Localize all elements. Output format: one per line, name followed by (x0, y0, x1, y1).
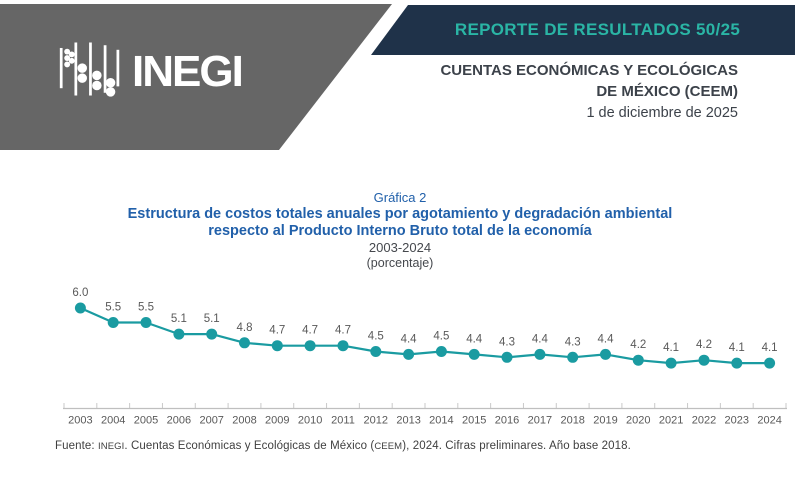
chart-title-line2: respecto al Producto Interno Bruto total… (208, 223, 592, 239)
chart-period: 2003-2024 (368, 240, 432, 255)
data-label-2011: 4.7 (335, 325, 351, 337)
data-point-2012 (370, 346, 382, 357)
data-label-2024: 4.1 (762, 342, 778, 354)
year-label-2018: 2018 (560, 415, 584, 427)
data-label-2022: 4.2 (696, 339, 712, 351)
year-label-2008: 2008 (232, 415, 256, 427)
inegi-gray-banner: INEGI (0, 4, 392, 150)
year-label-2024: 2024 (757, 415, 781, 427)
series-line (79, 306, 770, 365)
header-right-block: CUENTAS ECONÓMICAS Y ECOLÓGICAS DE MÉXIC… (440, 60, 738, 124)
chart-title-block: Gráfica 2 Estructura de costos totales a… (0, 190, 800, 271)
year-label-2014: 2014 (429, 415, 453, 427)
inegi-logo: INEGI (58, 40, 244, 103)
org-title-line1: CUENTAS ECONÓMICAS Y ECOLÓGICAS (440, 62, 738, 79)
data-label-2013: 4.4 (401, 333, 418, 345)
chart-unit: (porcentaje) (366, 256, 434, 270)
year-label-2017: 2017 (528, 415, 552, 427)
source-note: Fuente: INEGI. Cuentas Económicas y Ecol… (55, 440, 631, 452)
data-label-2015: 4.4 (466, 333, 483, 345)
year-label-2022: 2022 (692, 415, 716, 427)
data-label-2004: 5.5 (105, 302, 121, 314)
data-point-2018 (567, 351, 579, 363)
data-point-2010 (304, 340, 316, 352)
year-label-2011: 2011 (331, 415, 355, 427)
data-label-2008: 4.8 (237, 322, 253, 334)
data-label-2005: 5.5 (138, 302, 154, 314)
data-label-2021: 4.1 (663, 342, 679, 354)
year-label-2015: 2015 (462, 415, 486, 427)
year-label-2023: 2023 (725, 415, 749, 427)
data-label-2016: 4.3 (499, 336, 515, 348)
data-point-2013 (403, 348, 415, 360)
source-prefix: Fuente: (55, 440, 98, 452)
year-label-2004: 2004 (101, 415, 125, 427)
data-point-2004 (107, 317, 119, 328)
data-label-2018: 4.3 (565, 336, 581, 348)
data-point-2022 (698, 354, 710, 366)
data-label-2017: 4.4 (532, 333, 549, 345)
chart-area: 6.0 2003 5.5 2004 5.5 2005 5.1 2006 5.1 2007 4.8 20… (0, 282, 800, 437)
data-point-2016 (501, 351, 513, 363)
data-point-2003 (74, 302, 86, 314)
report-date: 1 de diciembre de 2025 (586, 105, 738, 121)
data-point-2015 (468, 348, 480, 360)
year-label-2013: 2013 (396, 415, 420, 427)
year-label-2009: 2009 (265, 415, 289, 427)
chart-number-label: Gráfica 2 (373, 190, 427, 205)
data-point-2008 (239, 337, 250, 349)
data-point-2023 (731, 357, 743, 369)
data-label-2019: 4.4 (598, 333, 615, 345)
data-point-2006 (173, 328, 185, 340)
data-point-2007 (206, 328, 218, 340)
org-title-line2: DE MÉXICO (CEEM) (596, 83, 738, 100)
data-label-2007: 5.1 (204, 313, 220, 325)
report-banner-title: REPORTE DE RESULTADOS 50/25 (454, 20, 741, 39)
source-ceem: CEEM (374, 441, 403, 452)
year-label-2021: 2021 (659, 415, 683, 427)
source-tail: ), 2024. Cifras preliminares. Año base 2… (402, 440, 631, 452)
year-label-2019: 2019 (593, 415, 617, 427)
year-label-2005: 2005 (134, 415, 158, 427)
data-point-2011 (337, 340, 349, 352)
year-label-2010: 2010 (298, 415, 322, 427)
data-point-2009 (271, 340, 283, 352)
data-label-2003: 6.0 (72, 287, 88, 299)
year-label-2012: 2012 (364, 415, 388, 427)
report-banner: REPORTE DE RESULTADOS 50/25 (371, 5, 795, 55)
data-label-2010: 4.7 (302, 325, 318, 337)
year-label-2007: 2007 (199, 415, 223, 427)
inegi-logo-text: INEGI (132, 46, 244, 96)
data-point-2020 (632, 354, 644, 366)
data-label-2009: 4.7 (269, 325, 285, 337)
data-label-2020: 4.2 (630, 339, 646, 351)
data-point-2014 (435, 346, 447, 357)
inegi-abacus-icon (58, 40, 122, 103)
year-label-2020: 2020 (626, 415, 650, 427)
data-label-2012: 4.5 (368, 331, 384, 343)
trend-chart: 6.0 2003 5.5 2004 5.5 2005 5.1 2006 5.1 2007 4.8 20… (63, 287, 787, 427)
year-label-2016: 2016 (495, 415, 519, 427)
data-label-2006: 5.1 (171, 313, 187, 325)
year-label-2006: 2006 (167, 415, 191, 427)
data-point-2024 (764, 357, 776, 369)
source-inegi: INEGI (98, 441, 125, 452)
data-point-2019 (600, 348, 611, 360)
data-label-2014: 4.5 (433, 331, 449, 343)
data-label-2023: 4.1 (729, 342, 745, 354)
data-point-2005 (140, 317, 152, 328)
source-mid: . Cuentas Económicas y Ecológicas de Méx… (124, 440, 375, 452)
year-label-2003: 2003 (68, 415, 92, 427)
data-point-2017 (534, 348, 546, 360)
data-point-2021 (665, 357, 677, 369)
chart-title-line1: Estructura de costos totales anuales por… (127, 206, 673, 222)
